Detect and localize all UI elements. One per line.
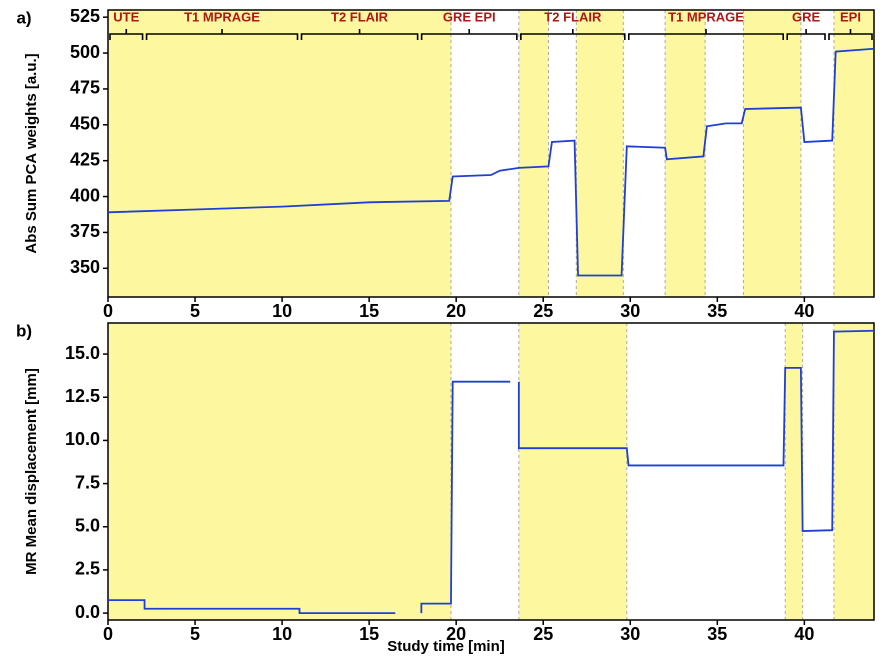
y-tick-label: 450 bbox=[70, 114, 100, 134]
annotation-label: GRE bbox=[792, 9, 821, 24]
y-tick-label: 10.0 bbox=[65, 429, 100, 449]
x-tick-label: 35 bbox=[707, 301, 727, 321]
shaded-region bbox=[108, 323, 451, 620]
bracket bbox=[109, 29, 144, 40]
x-tick-label: 30 bbox=[620, 301, 640, 321]
y-tick-label: 400 bbox=[70, 185, 100, 205]
bracket bbox=[786, 29, 826, 40]
x-tick-label: 35 bbox=[707, 624, 727, 644]
x-tick-label: 10 bbox=[272, 301, 292, 321]
x-tick-label: 15 bbox=[359, 624, 379, 644]
bracket bbox=[828, 29, 873, 40]
y-tick-label: 425 bbox=[70, 149, 100, 169]
y-axis-label: Abs Sum PCA weights [a.u.] bbox=[23, 53, 40, 253]
x-tick-label: 20 bbox=[446, 624, 466, 644]
x-tick-label: 20 bbox=[446, 301, 466, 321]
y-tick-label: 15.0 bbox=[65, 343, 100, 363]
bracket bbox=[420, 29, 518, 40]
y-tick-label: 525 bbox=[70, 6, 100, 26]
annotation-label: EPI bbox=[840, 9, 861, 24]
annotation-label: T1 MPRAGE bbox=[184, 9, 260, 24]
plot-frame bbox=[107, 322, 875, 621]
x-tick-label: 40 bbox=[794, 301, 814, 321]
data-line bbox=[420, 380, 511, 614]
x-tick-label: 0 bbox=[103, 624, 113, 644]
x-tick-label: 0 bbox=[103, 301, 113, 321]
data-line bbox=[517, 329, 875, 532]
bracket bbox=[145, 29, 299, 40]
y-tick-label: 375 bbox=[70, 221, 100, 241]
y-tick-label: 12.5 bbox=[65, 386, 100, 406]
data-line bbox=[107, 47, 875, 277]
plot-frame bbox=[107, 9, 875, 298]
bracket bbox=[520, 29, 626, 40]
annotation-label: UTE bbox=[113, 9, 139, 24]
annotation-label: T2 FLAIR bbox=[544, 9, 602, 24]
y-tick-label: 7.5 bbox=[75, 472, 100, 492]
shaded-region bbox=[518, 323, 627, 620]
shaded-region bbox=[665, 10, 706, 297]
panel-label: b) bbox=[16, 321, 32, 340]
shaded-region bbox=[833, 10, 874, 297]
bracket bbox=[627, 29, 785, 40]
x-axis-label: Study time [min] bbox=[387, 638, 505, 655]
x-tick-label: 25 bbox=[533, 301, 553, 321]
x-tick-label: 25 bbox=[533, 624, 553, 644]
y-tick-label: 5.0 bbox=[75, 516, 100, 536]
y-tick-label: 2.5 bbox=[75, 559, 100, 579]
panel-label: a) bbox=[16, 8, 31, 27]
y-tick-label: 0.0 bbox=[75, 602, 100, 622]
bracket bbox=[300, 29, 419, 40]
shaded-region bbox=[108, 10, 451, 297]
shaded-region bbox=[743, 10, 801, 297]
y-tick-label: 500 bbox=[70, 42, 100, 62]
x-tick-label: 5 bbox=[190, 301, 200, 321]
y-axis-label: MR Mean displacement [mm] bbox=[23, 368, 40, 575]
y-tick-label: 350 bbox=[70, 257, 100, 277]
annotation-label: T2 FLAIR bbox=[331, 9, 389, 24]
shaded-region bbox=[785, 323, 803, 620]
x-tick-label: 40 bbox=[794, 624, 814, 644]
x-tick-label: 5 bbox=[190, 624, 200, 644]
x-tick-label: 30 bbox=[620, 624, 640, 644]
x-tick-label: 15 bbox=[359, 301, 379, 321]
x-tick-label: 10 bbox=[272, 624, 292, 644]
y-tick-label: 475 bbox=[70, 78, 100, 98]
data-line bbox=[108, 599, 396, 614]
annotation-label: T1 MPRAGE bbox=[668, 9, 744, 24]
shaded-region bbox=[833, 323, 874, 620]
shaded-region bbox=[576, 10, 624, 297]
annotation-label: GRE EPI bbox=[443, 9, 496, 24]
shaded-region bbox=[518, 10, 549, 297]
